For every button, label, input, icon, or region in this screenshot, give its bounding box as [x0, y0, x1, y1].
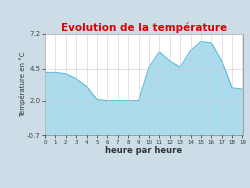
Title: Evolution de la température: Evolution de la température — [61, 23, 227, 33]
Y-axis label: Température en °C: Température en °C — [19, 52, 26, 117]
X-axis label: heure par heure: heure par heure — [105, 146, 182, 155]
